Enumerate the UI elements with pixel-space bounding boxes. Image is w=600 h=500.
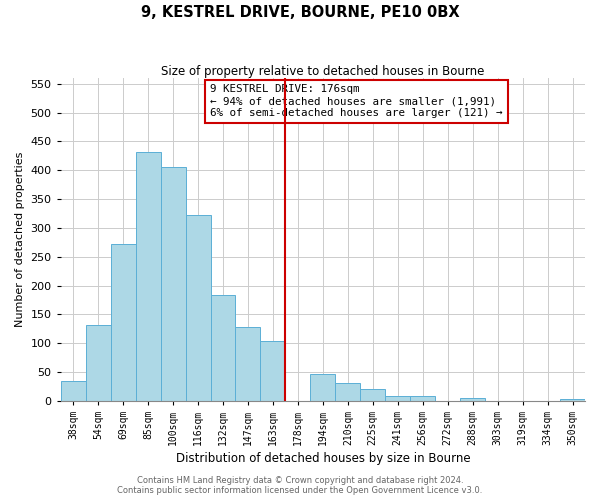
Text: Contains HM Land Registry data © Crown copyright and database right 2024.
Contai: Contains HM Land Registry data © Crown c… [118,476,482,495]
Bar [361,389,385,401]
Bar [385,396,410,401]
Y-axis label: Number of detached properties: Number of detached properties [15,152,25,327]
Bar [61,380,86,401]
Bar [110,244,136,401]
Bar [235,327,260,401]
Bar [335,384,361,401]
Bar [460,398,485,401]
Bar [185,215,211,401]
Bar [560,399,585,401]
X-axis label: Distribution of detached houses by size in Bourne: Distribution of detached houses by size … [176,452,470,465]
Bar [161,168,185,401]
Text: 9 KESTREL DRIVE: 176sqm
← 94% of detached houses are smaller (1,991)
6% of semi-: 9 KESTREL DRIVE: 176sqm ← 94% of detache… [210,84,503,117]
Bar [136,152,161,401]
Bar [410,396,435,401]
Bar [310,374,335,401]
Bar [86,324,110,401]
Text: 9, KESTREL DRIVE, BOURNE, PE10 0BX: 9, KESTREL DRIVE, BOURNE, PE10 0BX [140,5,460,20]
Bar [211,294,235,401]
Title: Size of property relative to detached houses in Bourne: Size of property relative to detached ho… [161,65,485,78]
Bar [260,342,286,401]
